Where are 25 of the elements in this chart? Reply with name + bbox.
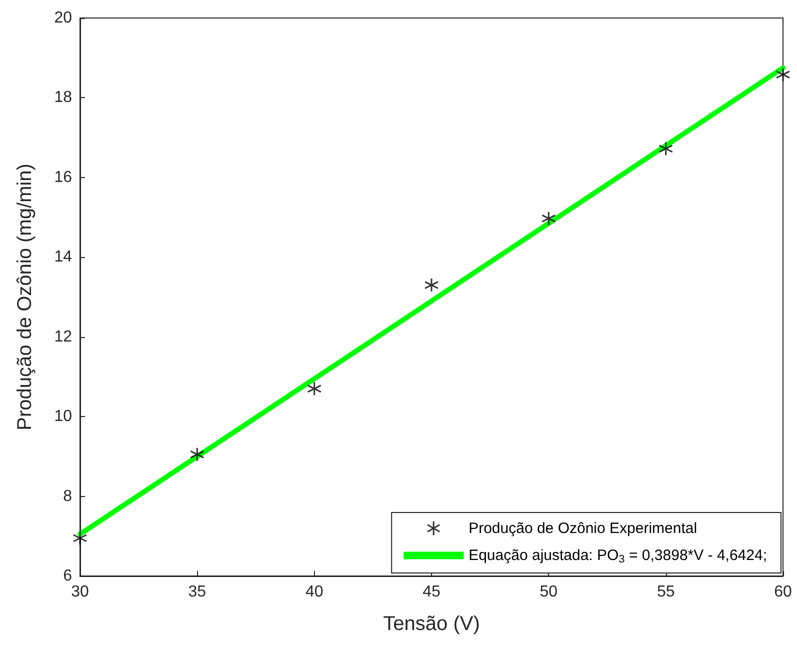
point [776, 67, 790, 82]
point [541, 211, 556, 226]
x-axis-title: Tensão (V) [383, 613, 480, 635]
x-tick-label: 40 [305, 584, 324, 600]
x-tick-label: 45 [422, 584, 440, 600]
point [307, 381, 322, 396]
x-tick-label: 60 [774, 584, 792, 600]
point [424, 278, 439, 292]
y-tick-label: 6 [63, 568, 72, 584]
y-tick-label: 12 [54, 328, 72, 346]
y-tick-label: 20 [54, 10, 72, 26]
y-tick-label: 8 [63, 488, 72, 505]
x-tick-label: 30 [71, 584, 89, 600]
x-tick-label: 55 [656, 584, 675, 600]
y-tick-label: 18 [54, 89, 72, 106]
y-tick-label: 10 [54, 408, 72, 426]
legend-label: Produção de Ozônio Experimental [468, 520, 698, 537]
point [190, 447, 204, 462]
y-tick-label: 14 [54, 248, 72, 266]
y-tick-label: 16 [54, 168, 72, 186]
x-tick-label: 50 [540, 584, 558, 600]
point [658, 141, 674, 156]
x-tick-label: 35 [188, 584, 206, 600]
point [72, 530, 88, 546]
y-axis-title: Produção de Ozônio (mg/min) [14, 164, 36, 430]
